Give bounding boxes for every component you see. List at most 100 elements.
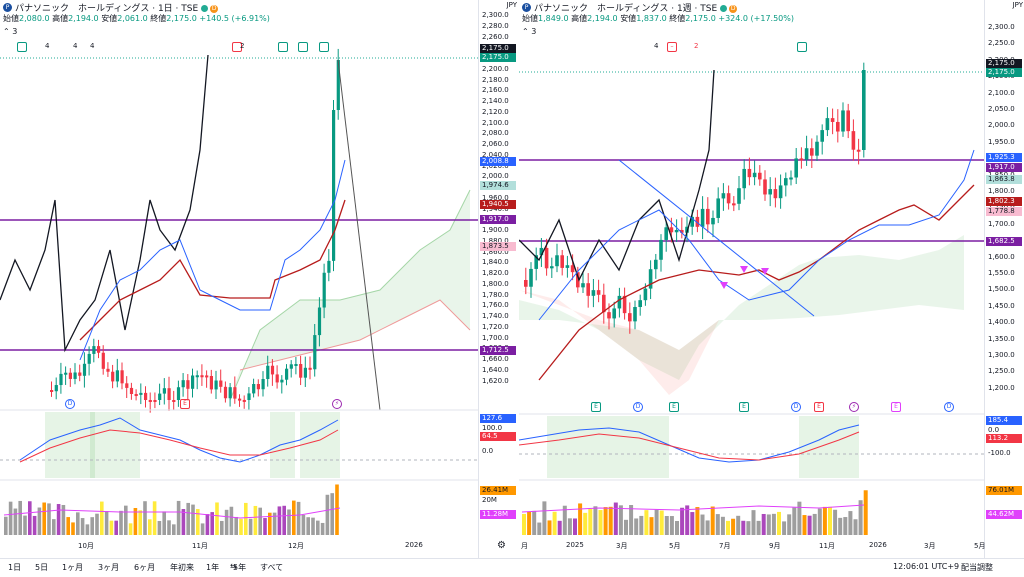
range-button-5日[interactable]: 5日 xyxy=(35,563,49,572)
range-button-年初来[interactable]: 年初来 xyxy=(170,563,194,572)
calendar-event-icon[interactable]: D xyxy=(944,402,954,412)
dividend-badge: D xyxy=(729,4,738,13)
candle xyxy=(111,371,115,382)
indicator-toggle-button[interactable]: ⌃ 3 xyxy=(3,27,18,36)
candle xyxy=(570,265,575,273)
price-tag: 2,175.0 xyxy=(480,53,516,62)
range-button-1日[interactable]: 1日 xyxy=(8,563,22,572)
earnings-event-icon[interactable]: E xyxy=(180,399,190,409)
clock-readout[interactable]: 12:06:01 UTC+9 xyxy=(893,562,960,571)
settings-gear-icon[interactable]: ⚙ xyxy=(497,540,506,551)
candle xyxy=(285,368,289,380)
candle xyxy=(73,372,77,379)
right-symbol-title[interactable]: パナソニック ホールディングス · 1週 · TSE D xyxy=(534,4,738,14)
candle xyxy=(560,255,564,268)
dividend-adjust-button[interactable]: 配当調整 xyxy=(961,563,993,572)
calendar-event-icon[interactable]: E xyxy=(591,402,601,412)
volume-bar xyxy=(557,520,562,535)
range-button-すべて[interactable]: すべて xyxy=(260,563,284,572)
price-tag: 2,175.0 xyxy=(986,68,1022,77)
candle xyxy=(125,383,129,388)
price-tick-label: 2,000.0 xyxy=(988,121,1015,130)
candle xyxy=(317,307,322,336)
left-price-chart[interactable] xyxy=(0,0,478,537)
right-price-axis[interactable]: JPY 2,300.02,250.02,200.02,150.02,100.02… xyxy=(984,0,1024,558)
range-button-1年[interactable]: 1年 xyxy=(206,563,220,572)
candle xyxy=(134,394,138,397)
volume-bar xyxy=(109,520,114,535)
volume-bar xyxy=(603,507,608,535)
dividend-event-icon[interactable]: D xyxy=(65,399,75,409)
candle xyxy=(299,364,303,378)
price-tag: 1,917.0 xyxy=(986,163,1022,172)
left-price-axis[interactable]: JPY 2,300.02,280.02,260.02,240.02,220.02… xyxy=(478,0,519,558)
oscillator-zone xyxy=(45,412,95,478)
event-flag-icon[interactable] xyxy=(298,42,308,52)
range-button-6ヶ月[interactable]: 6ヶ月 xyxy=(134,563,156,572)
volume-bar xyxy=(220,520,224,535)
time-tick-label: 11月 xyxy=(192,542,208,550)
candle xyxy=(711,217,715,225)
calendar-event-icon[interactable]: E xyxy=(891,402,901,412)
left-symbol-title[interactable]: パナソニック ホールディングス · 1日 · TSE D xyxy=(15,4,219,14)
left-chart-pane[interactable]: P パナソニック ホールディングス · 1日 · TSE D 始値2,080.0 … xyxy=(0,0,519,558)
candle xyxy=(214,380,218,390)
left-time-axis[interactable]: 10月 11月 12月 2026 xyxy=(0,537,478,551)
candle xyxy=(539,247,544,256)
volume-bar xyxy=(843,517,848,535)
calendar-event-icon[interactable]: D xyxy=(633,402,643,412)
event-flag-icon[interactable] xyxy=(17,42,27,52)
price-tick-label: 1,350.0 xyxy=(988,334,1015,343)
event-flag-icon[interactable] xyxy=(319,42,329,52)
calendar-event-icon[interactable]: E xyxy=(814,402,824,412)
volume-ma-line xyxy=(521,504,865,513)
price-tick-label: 2,300.0 xyxy=(988,23,1015,31)
volume-bar xyxy=(292,500,296,535)
right-time-axis[interactable]: 月 2025 3月 5月 7月 9月 11月 2026 3月 5月 xyxy=(519,537,985,551)
range-button-1ヶ月[interactable]: 1ヶ月 xyxy=(62,563,84,572)
right-chart-pane[interactable]: P パナソニック ホールディングス · 1週 · TSE D 始値1,849.0 … xyxy=(519,0,1024,558)
calendar-event-icon[interactable]: E xyxy=(739,402,749,412)
volume-bar xyxy=(833,509,838,535)
volume-bar xyxy=(807,515,812,535)
volume-bar xyxy=(172,524,176,535)
market-open-dot-icon xyxy=(720,5,728,12)
candle xyxy=(228,387,232,399)
volume-bar xyxy=(659,510,664,535)
date-range-icon[interactable]: ⇆ xyxy=(230,562,237,571)
calendar-event-icon[interactable]: D xyxy=(791,402,801,412)
volume-bar xyxy=(152,501,157,535)
event-flag-icon[interactable] xyxy=(278,42,288,52)
volume-bar xyxy=(28,501,32,535)
volume-bar xyxy=(114,520,118,535)
time-tick-label: 3月 xyxy=(924,542,936,550)
calendar-event-icon[interactable]: E xyxy=(669,402,679,412)
event-flag-icon[interactable] xyxy=(797,42,807,52)
calendar-event-icon[interactable]: ⚡ xyxy=(849,402,859,412)
indicator-toggle-button[interactable]: ⌃ 3 xyxy=(522,27,537,36)
right-price-chart[interactable] xyxy=(519,0,984,537)
price-tick-label: 1,780.0 xyxy=(482,290,509,299)
volume-bar xyxy=(797,501,802,535)
earnings-event-icon[interactable] xyxy=(232,42,242,52)
volume-bar xyxy=(124,505,128,535)
candle xyxy=(555,255,559,267)
candle xyxy=(289,364,293,369)
price-tick-label: 1,200.0 xyxy=(988,383,1015,392)
volume-bar xyxy=(229,506,234,535)
volume-bar xyxy=(547,520,552,535)
range-button-5年[interactable]: 5年 xyxy=(233,563,247,572)
range-button-3ヶ月[interactable]: 3ヶ月 xyxy=(98,563,120,572)
time-tick-label: 5月 xyxy=(669,542,681,550)
candle xyxy=(638,300,642,308)
price-tag: 1,712.5 xyxy=(480,346,516,355)
volume-bar xyxy=(196,509,200,535)
candle xyxy=(732,203,736,206)
candle xyxy=(529,268,533,287)
event-flag-icon[interactable]: – xyxy=(667,42,677,52)
volume-bar xyxy=(705,520,710,535)
price-tick-label: 1,700.0 xyxy=(482,333,509,342)
split-event-icon[interactable]: ⚡ xyxy=(332,399,342,409)
volume-ma-line xyxy=(3,507,341,519)
price-tick-label: 2,260.0 xyxy=(482,32,509,41)
